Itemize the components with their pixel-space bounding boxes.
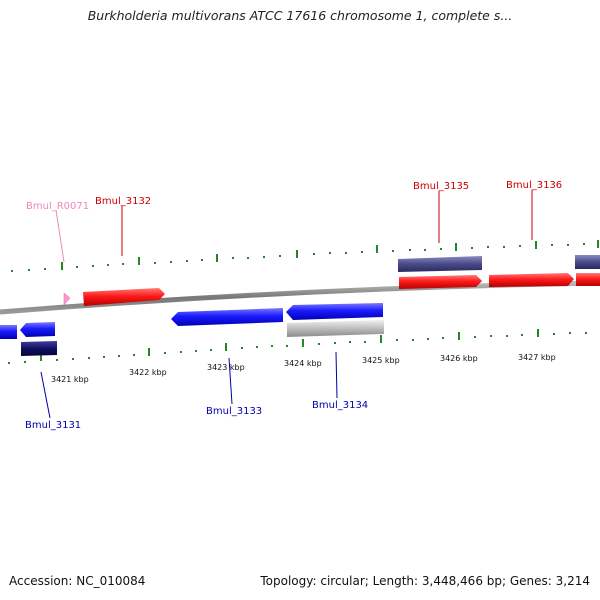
genome-summary-text: Topology: circular; Length: 3,448,466 bp…	[260, 574, 590, 588]
rna-feature-bmul-r0071[interactable]	[63, 292, 71, 306]
gene-bmul-3133[interactable]	[171, 308, 283, 326]
map-title: Burkholderia multivorans ATCC 17616 chro…	[87, 8, 513, 23]
feature-navy-bmul-3135[interactable]	[398, 256, 482, 272]
tick-label: 3425 kbp	[362, 356, 400, 365]
leader-line-bmul-3133	[228, 357, 233, 405]
gene-bmul-3135[interactable]	[399, 275, 482, 289]
gene-bmul-3131[interactable]	[20, 322, 55, 337]
gene-bmul-3132[interactable]	[83, 288, 165, 306]
feature-navy-right-partial[interactable]	[575, 255, 600, 269]
gene-partial-right-forward[interactable]	[576, 273, 600, 286]
pseudo-feature-bmul-3134[interactable]	[287, 320, 384, 337]
gene-label-bmul-3131[interactable]: Bmul_3131	[25, 420, 81, 431]
gene-labels: Bmul_R0071 Bmul_3132 Bmul_3135 Bmul_3136…	[25, 180, 562, 431]
tick-labels: 3421 kbp 3422 kbp 3423 kbp 3424 kbp 3425…	[51, 353, 556, 384]
tick-label: 3421 kbp	[51, 375, 89, 384]
gene-label-bmul-3132[interactable]: Bmul_3132	[95, 196, 151, 207]
tick-label: 3426 kbp	[440, 354, 478, 363]
outer-scale	[11, 240, 599, 272]
tick-label: 3427 kbp	[518, 353, 556, 362]
feature-dark-navy-bmul-3131[interactable]	[21, 341, 57, 356]
gene-label-bmul-3135[interactable]: Bmul_3135	[413, 181, 469, 192]
gene-label-bmul-r0071[interactable]: Bmul_R0071	[26, 201, 89, 212]
tick-label: 3423 kbp	[207, 363, 245, 372]
tick-label: 3424 kbp	[284, 359, 322, 368]
leader-line-bmul-r0071	[55, 209, 65, 263]
gene-label-bmul-3134[interactable]: Bmul_3134	[312, 400, 368, 411]
leader-line-bmul-3131	[40, 371, 51, 419]
gene-label-bmul-3136[interactable]: Bmul_3136	[506, 180, 562, 191]
gene-partial-left-reverse[interactable]	[0, 325, 17, 339]
gene-bmul-3136[interactable]	[489, 273, 574, 287]
leader-line-bmul-3134	[335, 351, 338, 399]
gene-bmul-3134[interactable]	[286, 303, 383, 320]
inner-scale	[8, 329, 587, 364]
tick-label: 3422 kbp	[129, 368, 167, 377]
gene-label-bmul-3133[interactable]: Bmul_3133	[206, 406, 262, 417]
accession-text: Accession: NC_010084	[9, 574, 146, 588]
